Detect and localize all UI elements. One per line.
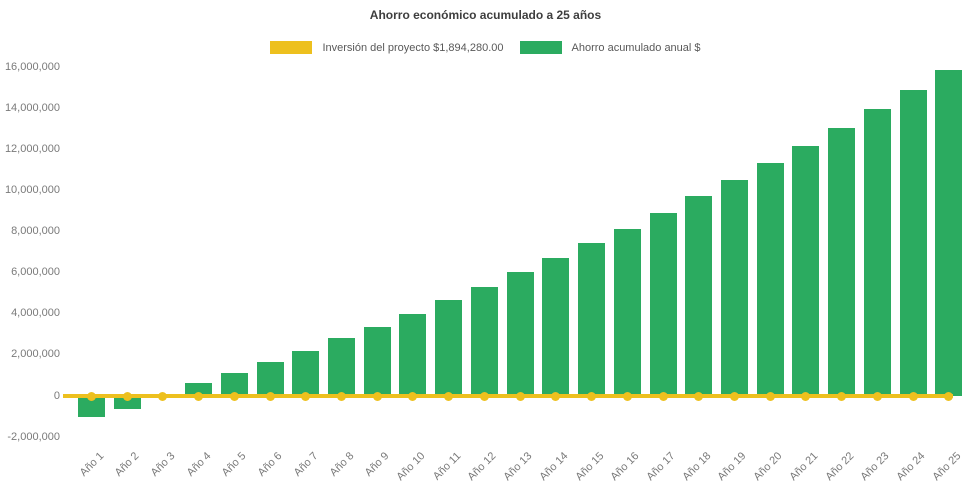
bar-ano-16: [613, 228, 641, 396]
investment-line-marker: [622, 391, 632, 401]
investment-line-marker: [587, 391, 597, 401]
investment-line-marker: [658, 391, 668, 401]
bar-ano-19: [720, 180, 748, 396]
investment-line-marker: [265, 391, 275, 401]
y-axis-tick-label: 14,000,000: [4, 101, 60, 114]
bar-ano-13: [506, 272, 534, 396]
savings-color-swatch: [519, 41, 562, 54]
bar-ano-12: [470, 287, 498, 396]
investment-line-marker: [908, 391, 918, 401]
bar-ano-5: [220, 373, 248, 396]
bar-ano-10: [399, 314, 427, 396]
bar-ano-21: [792, 146, 820, 396]
y-axis-tick-label: 0: [53, 389, 60, 402]
investment-line-marker: [122, 391, 132, 401]
investment-line-marker: [444, 391, 454, 401]
investment-line: [63, 394, 953, 398]
investment-line-marker: [229, 391, 239, 401]
bar-ano-4: [185, 383, 213, 396]
investment-line-marker: [765, 391, 775, 401]
bar-ano-7: [292, 350, 320, 396]
chart-legend: Inversión del proyecto $1,894,280.00 Aho…: [0, 41, 971, 54]
investment-line-marker: [551, 391, 561, 401]
x-axis-label: Año 1: [77, 450, 106, 479]
y-axis-tick-label: 4,000,000: [11, 307, 60, 320]
investment-line-marker: [729, 391, 739, 401]
legend-label-investment: Inversión del proyecto $1,894,280.00: [322, 41, 504, 54]
investment-line-marker: [337, 391, 347, 401]
y-axis-tick-label: 2,000,000: [11, 348, 60, 361]
investment-line-marker: [372, 391, 382, 401]
investment-line-marker: [694, 391, 704, 401]
investment-line-marker: [158, 391, 168, 401]
investment-line-marker: [837, 391, 847, 401]
bar-ano-1: [78, 396, 105, 417]
y-axis-tick-label: 8,000,000: [11, 225, 60, 238]
investment-line-marker: [515, 391, 525, 401]
investment-line-marker: [801, 391, 811, 401]
y-axis-tick-label: -2,000,000: [7, 430, 60, 443]
bar-ano-2: [113, 396, 141, 410]
legend-item-savings: Ahorro acumulado anual $: [519, 41, 701, 54]
investment-color-swatch: [270, 41, 313, 54]
investment-line-marker: [194, 391, 204, 401]
investment-line-marker: [408, 391, 418, 401]
bar-ano-25: [935, 69, 963, 396]
y-axis-tick-label: 10,000,000: [4, 183, 60, 196]
bar-ano-17: [649, 213, 677, 396]
bar-ano-14: [542, 258, 570, 396]
bar-ano-23: [863, 108, 891, 396]
chart-title: Ahorro económico acumulado a 25 años: [369, 8, 602, 22]
y-axis-tick-label: 12,000,000: [4, 142, 60, 155]
bar-ano-20: [756, 163, 784, 396]
legend-label-savings: Ahorro acumulado anual $: [571, 41, 701, 54]
investment-line-marker: [479, 391, 489, 401]
bar-ano-22: [828, 128, 856, 396]
bar-ano-24: [899, 89, 927, 396]
legend-item-investment: Inversión del proyecto $1,894,280.00: [270, 41, 504, 54]
investment-line-marker: [87, 391, 96, 401]
bar-ano-18: [685, 196, 713, 396]
investment-line-marker: [872, 391, 882, 401]
y-axis-tick-label: 6,000,000: [11, 266, 60, 279]
bar-ano-15: [578, 243, 606, 396]
bar-ano-8: [328, 338, 356, 396]
y-axis-tick-label: 16,000,000: [4, 60, 60, 73]
bar-ano-9: [363, 326, 391, 396]
bar-ano-11: [435, 300, 463, 396]
bar-ano-6: [256, 362, 284, 396]
investment-line-marker: [301, 391, 311, 401]
investment-line-marker: [944, 391, 954, 401]
